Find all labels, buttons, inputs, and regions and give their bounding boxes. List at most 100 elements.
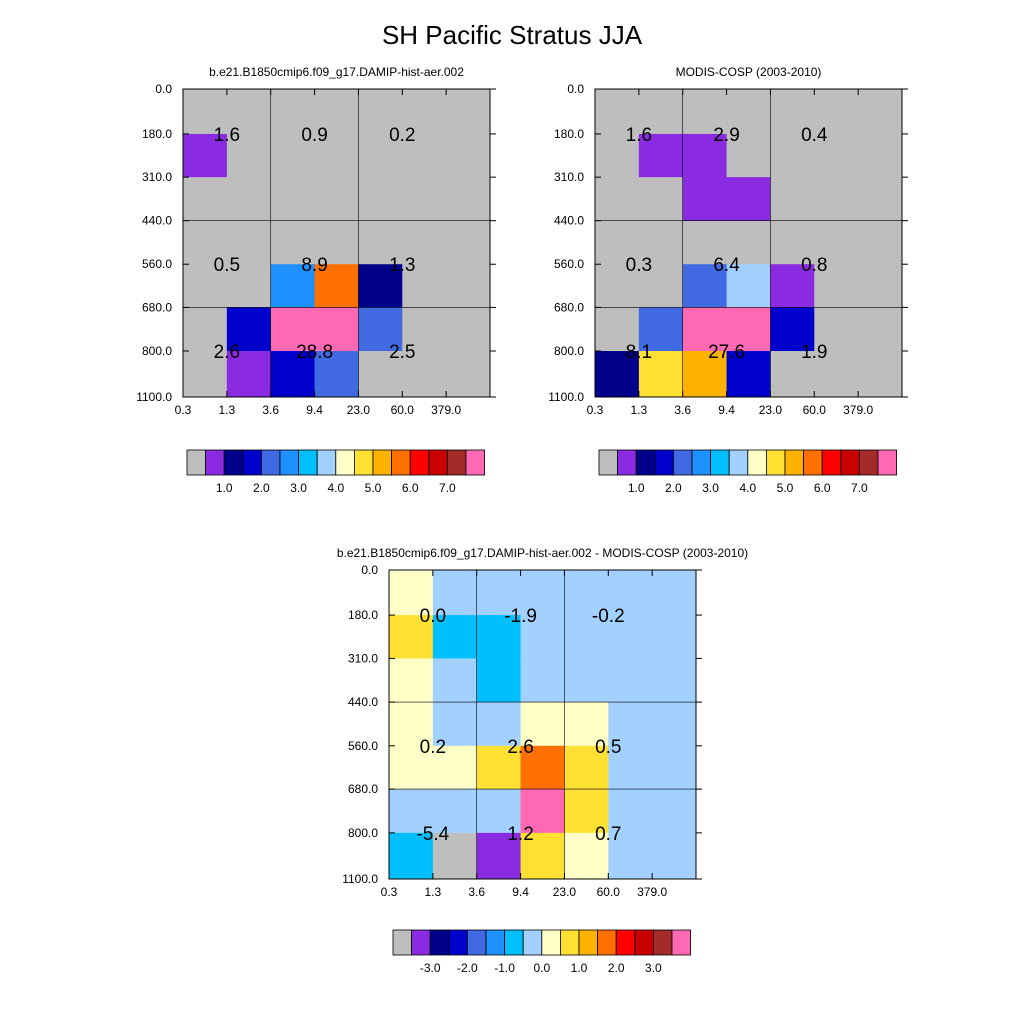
heatmap-cell [564,615,609,659]
x-tick-label: 0.3 [381,885,398,899]
heatmap-cell [446,351,491,398]
colorbar-box [597,929,617,956]
colorbar-box [653,929,673,956]
heatmap-cell [389,789,434,834]
heatmap-cell [726,307,771,352]
heatmap-cell [770,307,815,352]
cell-value-label: 28.8 [296,342,333,363]
colorbar-box [859,449,879,476]
cell-value-label: 0.9 [301,125,327,146]
heatmap-cell [608,789,653,834]
cell-value-label: -0.2 [592,606,625,627]
heatmap-cell [638,133,684,178]
heatmap-cell [814,133,859,178]
heatmap-cell [476,658,521,703]
cell-value-label: 0.5 [595,737,621,758]
y-tick-label: 800.0 [554,344,584,358]
colorbar-tick-label: 7.0 [851,481,868,495]
heatmap-cell [595,307,640,352]
heatmap-cell [858,177,903,222]
heatmap-cell [770,177,815,222]
colorbar-box [522,929,543,956]
heatmap-cell [682,264,727,308]
cell-value-label: 1.9 [801,342,827,363]
heatmap-cell [858,133,903,178]
heatmap-cell [726,89,771,135]
y-tick-label: 680.0 [554,300,584,314]
heatmap-cell [726,220,771,265]
colorbar-tick-label: 4.0 [739,481,756,495]
heatmap-cell [432,570,478,616]
heatmap-cell [358,220,403,265]
heatmap-cell [564,832,609,880]
y-tick-label: 180.0 [142,127,172,141]
y-tick-label: 440.0 [348,695,378,709]
heatmap-cell [389,832,434,880]
x-tick-label: 23.0 [553,885,577,899]
heatmap-cell [595,264,640,308]
colorbar-box [710,449,730,476]
heatmap-cell [446,133,491,178]
colorbar-tick-label: 1.0 [571,961,588,975]
y-tick-label: 310.0 [348,651,378,665]
heatmap-cell [608,615,653,659]
colorbar-box [560,929,580,956]
colorbar-box [242,449,262,476]
heatmap-cell [726,133,771,178]
heatmap-cell [314,177,359,222]
heatmap-cell [476,570,521,616]
heatmap-cell [389,745,434,790]
colorbar: -3.0 -2.0 -1.0 0.0 1.0 2.0 3.0 [392,929,692,975]
cell-value-label: 0.0 [420,606,446,627]
colorbar-box [485,929,506,956]
heatmap-cell [358,351,403,398]
heatmap-cell [652,658,697,703]
heatmap-cell [770,220,815,265]
colorbar-box [598,449,619,476]
heatmap-cell [183,351,228,398]
colorbar-box [840,449,860,476]
heatmap-cell [595,89,640,135]
cell-value-label: 1.6 [626,125,652,146]
heatmap-cell [314,307,359,352]
colorbar-box [223,449,244,476]
cell-value-label: 2.9 [713,125,739,146]
heatmap-panel-1: b.e21.B1850cmip6.f09_g17.DAMIP-hist-aer.… [136,65,496,495]
cell-value-label: 2.6 [214,342,240,363]
cell-value-label: 0.8 [801,255,827,276]
heatmap-cell [608,832,653,880]
colorbar-box [446,449,467,476]
colorbar-box [298,449,318,476]
x-tick-label: 9.4 [512,885,529,899]
heatmap-cell [226,133,272,178]
y-tick-label: 0.0 [567,82,584,96]
heatmap-cell [520,615,565,659]
colorbar-box [766,449,786,476]
x-tick-label: 3.6 [262,403,279,417]
cell-value-label: -1.9 [504,606,537,627]
heatmap-cell [520,789,565,834]
colorbar-box [205,449,225,476]
heatmap-cell [402,264,447,308]
y-tick-label: 560.0 [348,739,378,753]
y-tick-label: 180.0 [348,608,378,622]
y-tick-label: 560.0 [554,257,584,271]
heatmap-cell [270,89,315,135]
heatmap-cell [402,351,447,398]
colorbar-box [392,929,413,956]
heatmap-cell [476,789,521,834]
heatmap-cell [814,307,859,352]
heatmap-cell [314,220,359,265]
colorbar-box [635,449,656,476]
heatmap-cell [183,220,228,265]
heatmap-cell [638,89,684,135]
heatmap-cell [638,177,684,222]
heatmap-cell [638,220,684,265]
heatmap-cell [358,264,403,308]
x-tick-label: 0.3 [175,403,192,417]
cell-value-label: 27.6 [708,342,745,363]
y-tick-label: 1100.0 [548,390,584,404]
heatmap-cell [183,89,228,135]
y-tick-label: 800.0 [348,826,378,840]
heatmap-cell [770,264,815,308]
